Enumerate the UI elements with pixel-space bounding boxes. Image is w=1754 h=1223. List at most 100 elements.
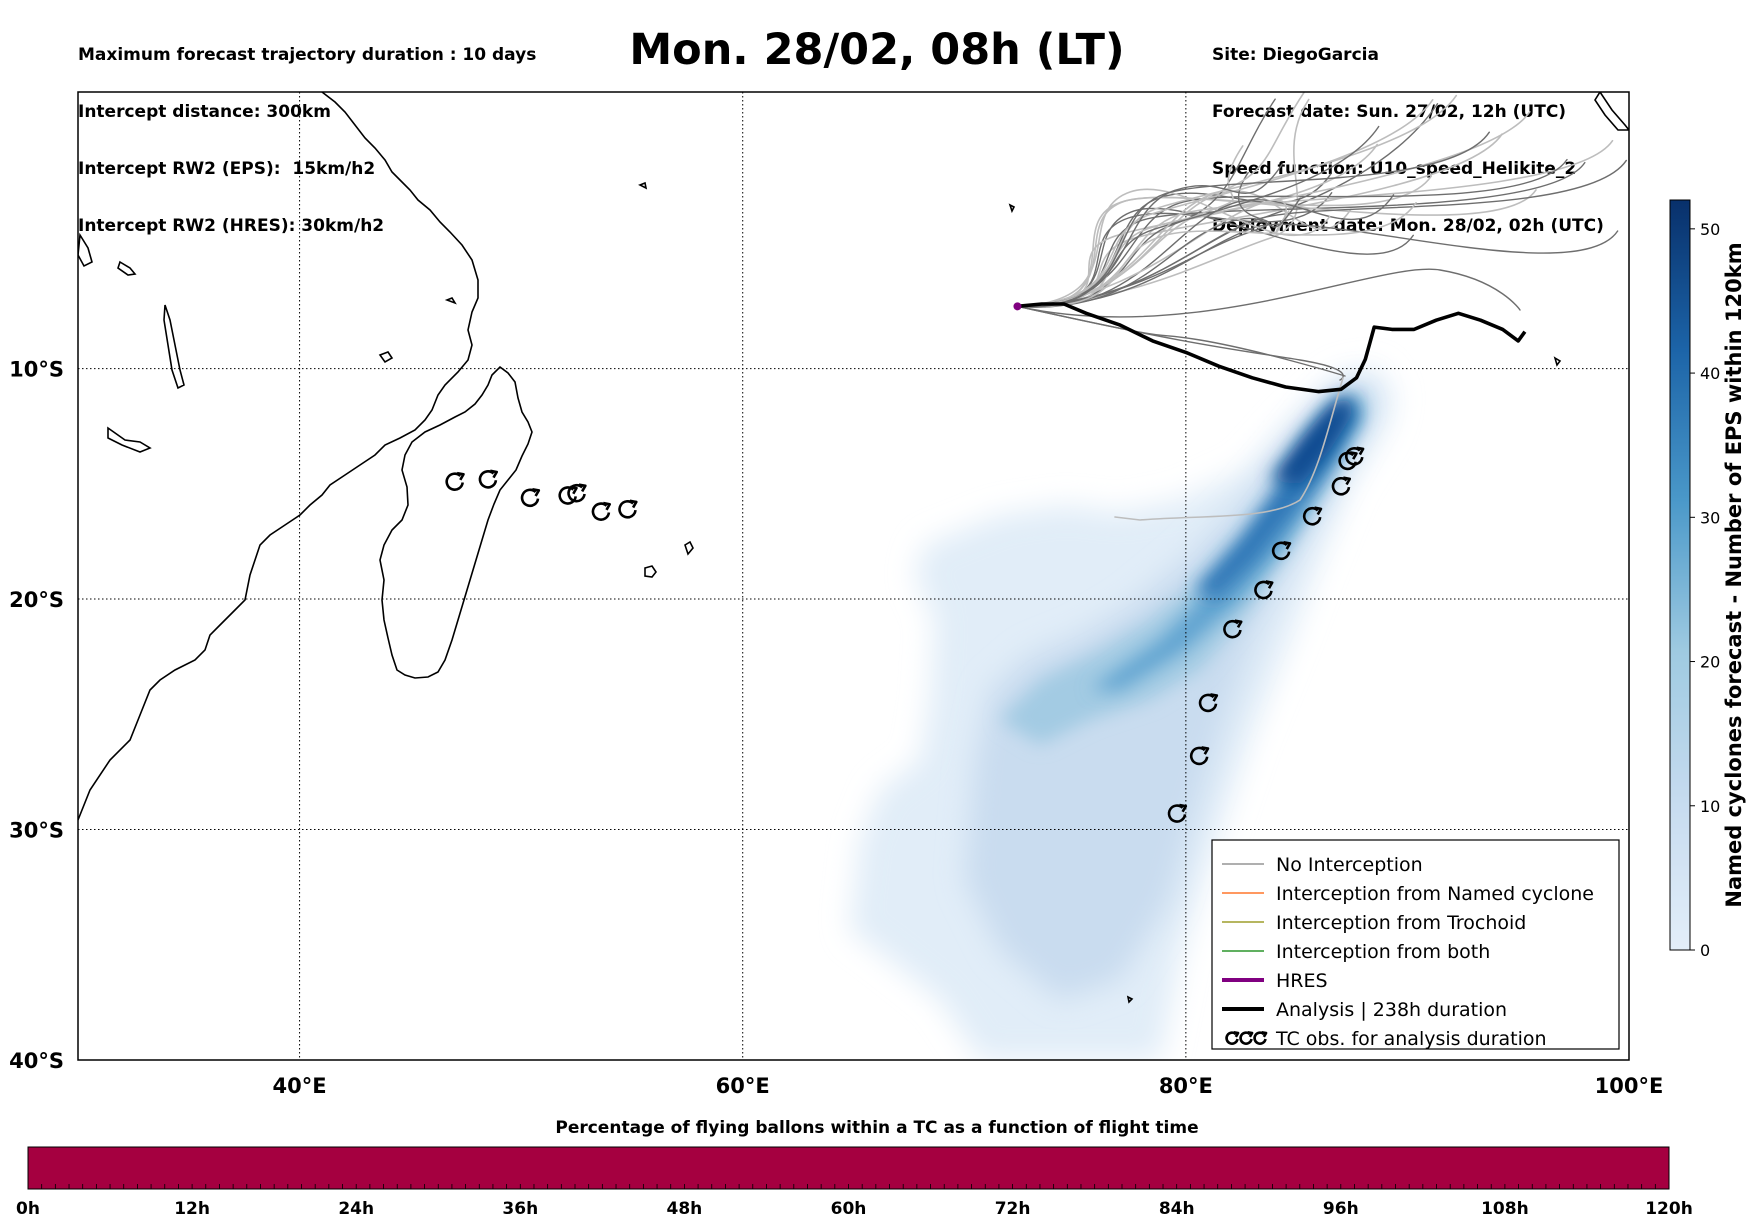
header-line: Site: DiegoGarcia — [1212, 45, 1379, 65]
header-info-left: Maximum forecast trajectory duration : 1… — [78, 8, 536, 255]
coastlines — [78, 92, 1629, 1004]
flight-time-bar-title: Percentage of flying ballons within a TC… — [555, 1118, 1199, 1138]
island-cocos — [1553, 356, 1562, 367]
cyclone-symbol-icon — [1167, 803, 1188, 823]
header-line: Intercept RW2 (HRES): 30km/h2 — [78, 216, 385, 236]
no-interception-track — [1016, 139, 1614, 308]
africa-coastline — [78, 92, 479, 821]
no-interception-track — [1016, 92, 1305, 308]
no-interception-track — [1016, 99, 1434, 308]
no-interception-track — [1016, 94, 1458, 308]
legend-item-label: Interception from Named cyclone — [1276, 883, 1594, 905]
flight-time-ticks: 0h 12h 24h 36h 48h 60h 72h 84h 96h 108h 120h — [16, 1184, 1693, 1219]
flight-time-tick-label: 120h — [1645, 1199, 1693, 1219]
latitude-tick-label: 10°S — [9, 358, 64, 382]
no-interception-track — [1114, 377, 1344, 521]
sumatra-tip — [1594, 92, 1629, 131]
latitude-labels: 10°S 20°S 30°S 40°S — [9, 358, 64, 1073]
flight-time-tick-label: 96h — [1323, 1199, 1359, 1219]
no-interception-track — [1016, 125, 1380, 308]
colorbar-tick-label: 20 — [1700, 653, 1720, 672]
header-line: Intercept distance: 300km — [78, 102, 331, 122]
cyclone-symbol-icon — [1254, 580, 1274, 600]
no-interception-track — [1016, 131, 1490, 308]
flight-time-tick-label: 24h — [338, 1199, 374, 1219]
no-interception-track — [1016, 223, 1619, 308]
cyclone-symbol-icon — [1189, 746, 1210, 766]
map-frame — [77, 91, 1630, 1061]
longitude-tick-label: 80°E — [1159, 1074, 1213, 1098]
island-amsterdam — [1126, 995, 1134, 1004]
flight-time-tick-label: 48h — [667, 1199, 703, 1219]
no-interception-track — [1016, 305, 1346, 377]
lake-tanganyika — [107, 426, 152, 453]
longitude-tick-label: 100°E — [1595, 1074, 1664, 1098]
cyclone-symbol-icon — [1271, 540, 1292, 561]
no-interception-track — [1016, 202, 1417, 308]
colorbar-tick-label: 40 — [1700, 364, 1720, 383]
flight-time-tick-label: 60h — [831, 1199, 867, 1219]
colorbar-tick-label: 50 — [1700, 220, 1720, 239]
colorbar-label: Named cyclones forecast - Number of EPS … — [1722, 242, 1746, 907]
island-diego-garcia — [1008, 203, 1016, 214]
legend-box — [1211, 839, 1620, 1050]
legend-item-label: TC obs. for analysis duration — [1275, 1028, 1547, 1050]
legend-item-label: Interception from both — [1276, 941, 1490, 963]
cyclone-symbol-icon — [1223, 619, 1243, 639]
longitude-tick-label: 40°E — [273, 1074, 327, 1098]
longitude-labels: 40°E 60°E 80°E 100°E — [273, 1074, 1664, 1098]
cyclone-symbol-icon — [618, 499, 638, 519]
legend-item-label: Analysis | 238h duration — [1276, 999, 1507, 1021]
flight-time-tick-label: 36h — [502, 1199, 538, 1219]
cyclone-symbol-icon — [1331, 476, 1352, 496]
latitude-tick-label: 40°S — [9, 1049, 64, 1073]
cyclone-symbol-icon — [1225, 1030, 1240, 1045]
flight-time-tick-label: 12h — [174, 1199, 210, 1219]
no-interception-tracks — [1016, 92, 1628, 521]
island-comoros — [378, 351, 394, 364]
island-reunion — [644, 565, 657, 578]
no-interception-track — [1016, 189, 1537, 308]
page-title: Mon. 28/02, 08h (LT) — [629, 25, 1125, 75]
no-interception-track — [1016, 197, 1301, 308]
cyclone-symbol-icon — [1253, 1030, 1268, 1045]
cyclone-symbol-icon — [520, 487, 541, 508]
flight-time-bar: 0h 12h 24h 36h 48h 60h 72h 84h 96h 108h 120h — [16, 1146, 1693, 1219]
cyclone-symbol-icon — [1239, 1030, 1254, 1045]
island-seychelles-1 — [444, 297, 457, 305]
flight-time-tick-label: 0h — [16, 1199, 40, 1219]
header-line: Intercept RW2 (EPS): 15km/h2 — [78, 159, 376, 179]
launch-site-marker — [1013, 302, 1022, 311]
colorbar-tick-label: 0 — [1700, 941, 1710, 960]
colorbar-tick-label: 10 — [1700, 797, 1720, 816]
no-interception-track — [1016, 98, 1310, 308]
no-interception-track — [1016, 188, 1331, 308]
island-zanzibar — [117, 260, 137, 276]
legend-item-label: No Interception — [1276, 854, 1423, 876]
no-interception-track — [1016, 199, 1290, 308]
flight-time-tick-label: 84h — [1159, 1199, 1195, 1219]
no-interception-track — [1016, 268, 1521, 318]
header-line: Maximum forecast trajectory duration : 1… — [78, 45, 537, 65]
latitude-tick-label: 20°S — [9, 588, 64, 612]
cyclone-symbol-icon — [567, 483, 587, 503]
no-interception-track — [1016, 194, 1395, 308]
colorbar: Named cyclones forecast - Number of EPS … — [1669, 199, 1746, 960]
analysis-track — [1017, 302, 1527, 394]
cyclone-symbol-icon — [478, 469, 499, 489]
island-mauritius — [684, 540, 694, 556]
legend-item-label: HRES — [1276, 970, 1328, 992]
flight-time-tick-label: 108h — [1481, 1199, 1529, 1219]
island-seychelles-2 — [638, 181, 648, 190]
cyclone-symbol-icon — [1345, 446, 1365, 466]
density-level-3 — [1000, 390, 1368, 745]
latitude-tick-label: 30°S — [9, 819, 64, 843]
longitude-tick-label: 60°E — [716, 1074, 770, 1098]
colorbar-tick-label: 30 — [1700, 508, 1720, 527]
lake-victoria — [78, 232, 93, 268]
legend: No Interception Interception from Named c… — [1211, 839, 1620, 1050]
cyclone-symbol-icon — [591, 501, 612, 521]
lake-malawi — [163, 304, 185, 390]
colorbar-gradient — [1669, 199, 1691, 951]
